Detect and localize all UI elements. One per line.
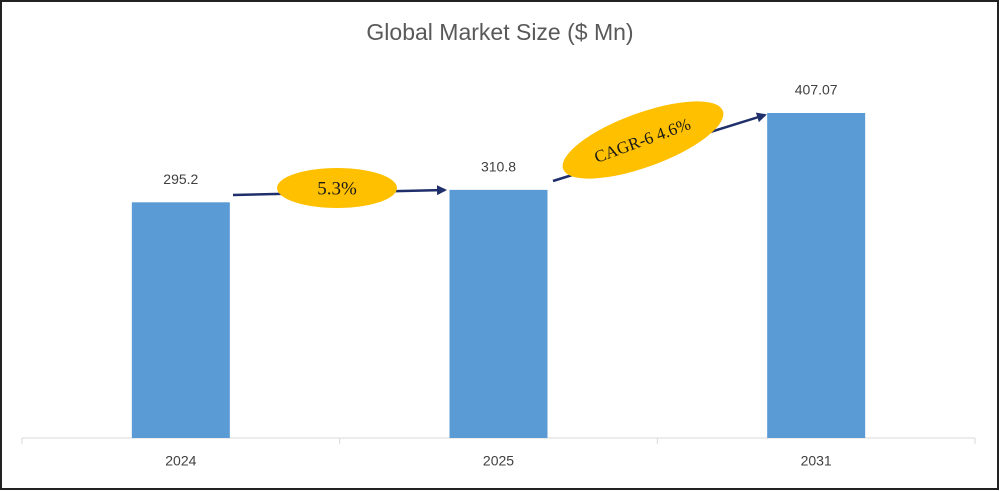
value-label: 295.2 xyxy=(163,171,198,187)
bar xyxy=(449,189,548,438)
x-tick-label: 2031 xyxy=(801,453,832,469)
annotation-bubble xyxy=(277,168,397,208)
value-label: 310.8 xyxy=(481,159,516,175)
value-label: 407.07 xyxy=(795,82,838,98)
x-tick-label: 2025 xyxy=(483,453,514,469)
chart-title: Global Market Size ($ Mn) xyxy=(366,19,633,45)
annotation: 5.3% xyxy=(317,178,357,199)
x-tick-label: 2024 xyxy=(165,453,196,469)
bar xyxy=(767,113,866,438)
annotations: 5.3% CAGR-6 4.6% xyxy=(232,101,767,208)
bar xyxy=(131,202,230,438)
annotation-bubble xyxy=(562,101,724,179)
